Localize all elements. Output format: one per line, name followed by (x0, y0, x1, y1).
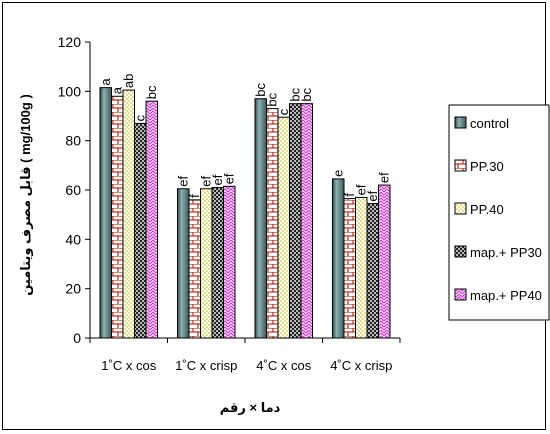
legend-entry: PP.30 (470, 159, 504, 174)
bars (99, 87, 391, 339)
significance-letter: c (132, 114, 147, 121)
legend-entry: map.+ PP30 (470, 245, 542, 260)
bar (177, 188, 190, 339)
legend-swatch (454, 288, 467, 301)
bar (111, 95, 124, 339)
significance-letter: ef (210, 174, 225, 185)
significance-letter: ef (175, 176, 190, 187)
legend-swatch (454, 202, 467, 215)
legend-swatch (454, 159, 467, 172)
legend-swatch (454, 116, 467, 129)
bar (332, 178, 345, 339)
x-tick-label: 1˚C x crisp (175, 358, 237, 373)
y-tick-label: 0 (73, 330, 81, 346)
legend-entry: map.+ PP40 (470, 288, 542, 303)
y-tick-label: 100 (58, 83, 82, 99)
legend: control PP.30 PP.40 map.+ PP30 map.+ PP40 (448, 104, 550, 321)
legend-entry: control (470, 116, 509, 131)
y-tick-label: 120 (58, 34, 82, 50)
bar (300, 103, 313, 339)
significance-letter: e (330, 170, 345, 177)
significance-letter: bc (144, 85, 159, 99)
significance-letter: bc (264, 92, 279, 106)
significance-letter: ab (121, 74, 136, 88)
significance-letter: ef (365, 190, 380, 201)
significance-letter: ef (221, 173, 236, 184)
bar (343, 198, 356, 339)
bar (366, 203, 379, 339)
y-tick-label: 80 (65, 133, 81, 149)
bar (122, 89, 135, 339)
significance-letter: ef (198, 176, 213, 187)
bar (211, 187, 224, 339)
bar (378, 184, 391, 339)
y-axis-title: ( mg/100g ) قابل مصرف ویتامین (18, 94, 33, 296)
bar (355, 196, 368, 339)
significance-letter: bc (253, 83, 268, 97)
bar (134, 122, 147, 339)
significance-letter: f (342, 193, 357, 197)
bar (289, 103, 302, 339)
significance-letter: a (98, 78, 113, 86)
significance-letter: c (276, 108, 291, 115)
y-tick-label: 60 (65, 182, 81, 198)
axes: 0 20 40 60 80 100 120 1˚C x cos 1˚C x crisp 4˚C x… (58, 34, 401, 373)
x-tick-label: 1˚C x cos (101, 358, 156, 373)
x-tick-label: 4˚C x cos (256, 358, 311, 373)
bar (277, 116, 290, 339)
bar (188, 199, 201, 339)
significance-letter: bc (299, 87, 314, 101)
bar (145, 100, 158, 339)
bar (99, 87, 112, 339)
significance-letter: ef (353, 184, 368, 195)
x-tick-label: 4˚C x crisp (330, 358, 392, 373)
significance-letter: a (109, 86, 124, 94)
bar (254, 98, 267, 339)
bar (200, 188, 213, 339)
bar (223, 185, 236, 339)
significance-letter: f (187, 194, 202, 198)
y-tick-label: 20 (65, 281, 81, 297)
bar (266, 108, 279, 339)
legend-swatch (454, 245, 467, 258)
legend-entry: PP.40 (470, 202, 504, 217)
significance-letter: ef (376, 172, 391, 183)
significance-letter: bc (287, 87, 302, 101)
x-axis-title: دما × رقم (220, 400, 281, 415)
y-tick-label: 40 (65, 231, 81, 247)
